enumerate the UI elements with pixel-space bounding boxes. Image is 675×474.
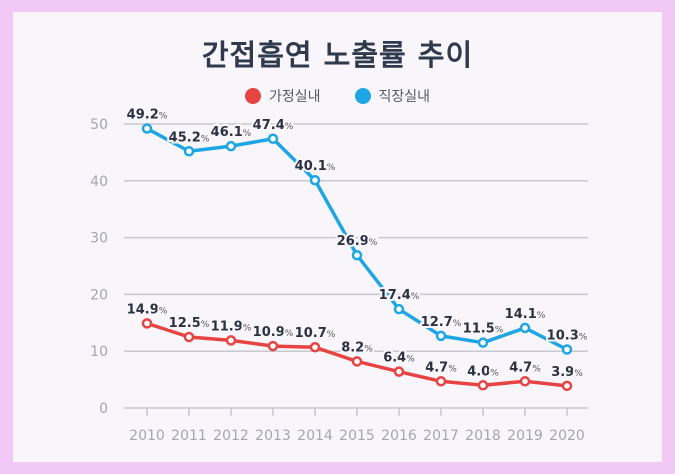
data-point — [477, 337, 489, 348]
data-point — [561, 380, 573, 392]
data-label: 12.5% — [169, 316, 210, 331]
data-point — [477, 380, 489, 391]
data-label: 4.7% — [425, 360, 457, 375]
x-tick-label: 2019 — [507, 428, 543, 444]
legend-marker-work — [354, 88, 371, 104]
x-tick-label: 2012 — [213, 428, 249, 444]
chart-title: 간접흡연 노출률 추이 — [201, 38, 474, 72]
legend-label-work: 직장실내 — [378, 89, 431, 105]
data-point — [393, 366, 405, 377]
data-label: 17.4% — [379, 288, 420, 303]
data-label: 6.4% — [383, 351, 415, 366]
data-label: 26.9% — [337, 234, 378, 249]
data-point — [225, 140, 237, 152]
data-label: 49.2% — [127, 108, 168, 123]
data-label: 10.7% — [295, 326, 336, 341]
x-tick-label: 2016 — [381, 428, 417, 444]
y-tick-label: 40 — [90, 174, 108, 190]
data-label: 46.1% — [211, 125, 252, 140]
x-tick-label: 2013 — [255, 428, 291, 444]
data-label: 11.5% — [463, 322, 504, 337]
data-label: 4.0% — [467, 364, 499, 379]
data-point — [519, 376, 531, 387]
data-point — [435, 376, 447, 387]
y-tick-label: 30 — [90, 231, 108, 247]
legend-item-home: 가정실내 — [244, 86, 321, 106]
y-tick-label: 10 — [90, 344, 108, 360]
data-point — [309, 174, 321, 186]
data-label: 12.7% — [421, 315, 462, 330]
data-point — [519, 322, 531, 334]
data-label: 14.9% — [127, 302, 168, 317]
data-point — [351, 356, 363, 367]
data-point — [183, 331, 195, 343]
x-tick-label: 2018 — [465, 428, 501, 444]
data-point — [561, 344, 573, 355]
data-label: 47.4% — [253, 118, 294, 133]
x-tick-label: 2011 — [171, 428, 207, 444]
data-point — [225, 335, 237, 346]
data-point — [393, 303, 405, 315]
data-point — [267, 340, 279, 352]
data-label: 4.7% — [509, 360, 541, 375]
data-label: 8.2% — [341, 340, 373, 355]
legend-label-home: 가정실내 — [268, 89, 321, 105]
legend-marker-home — [244, 88, 261, 104]
x-tick-label: 2010 — [129, 428, 165, 444]
y-tick-label: 20 — [90, 287, 108, 303]
data-point — [141, 318, 153, 329]
x-tick-label: 2017 — [423, 428, 459, 444]
x-tick-label: 2020 — [549, 428, 585, 444]
legend: 가정실내 직장실내 — [0, 86, 675, 106]
data-point — [435, 330, 447, 342]
y-tick-label: 0 — [99, 401, 108, 417]
x-tick-label: 2015 — [339, 428, 375, 444]
data-point — [183, 146, 195, 157]
data-label: 11.9% — [211, 319, 252, 334]
data-point — [267, 133, 279, 145]
data-point — [351, 249, 363, 261]
legend-item-work: 직장실내 — [354, 86, 431, 106]
data-label: 10.9% — [253, 325, 294, 340]
data-point — [141, 123, 153, 134]
y-tick-label: 50 — [90, 117, 108, 133]
data-label: 45.2% — [169, 130, 210, 145]
data-label: 10.3% — [547, 328, 588, 343]
data-label: 14.1% — [505, 307, 546, 322]
data-label: 3.9% — [551, 365, 583, 380]
data-point — [309, 341, 321, 353]
x-tick-label: 2014 — [297, 428, 333, 444]
data-label: 40.1% — [295, 159, 336, 174]
